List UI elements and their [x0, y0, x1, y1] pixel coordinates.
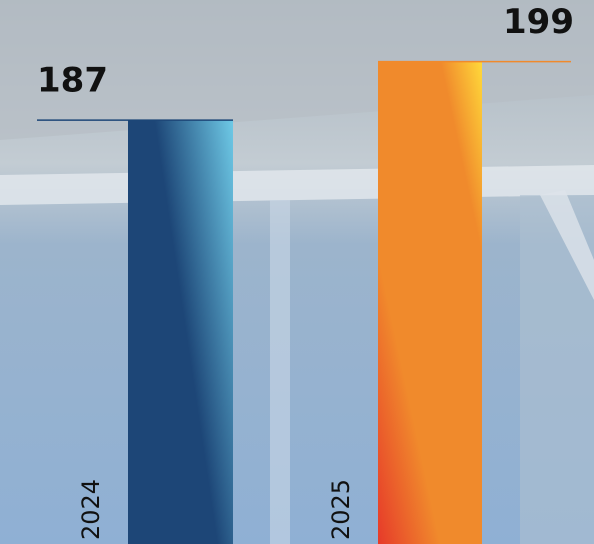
mullion: [270, 200, 290, 544]
category-label: 2024: [77, 479, 105, 540]
category-label: 2025: [327, 479, 355, 540]
bar: [128, 120, 233, 544]
bar: [378, 61, 482, 544]
value-label: 187: [37, 61, 108, 101]
frame: [540, 190, 594, 300]
value-label: 199: [503, 2, 574, 42]
